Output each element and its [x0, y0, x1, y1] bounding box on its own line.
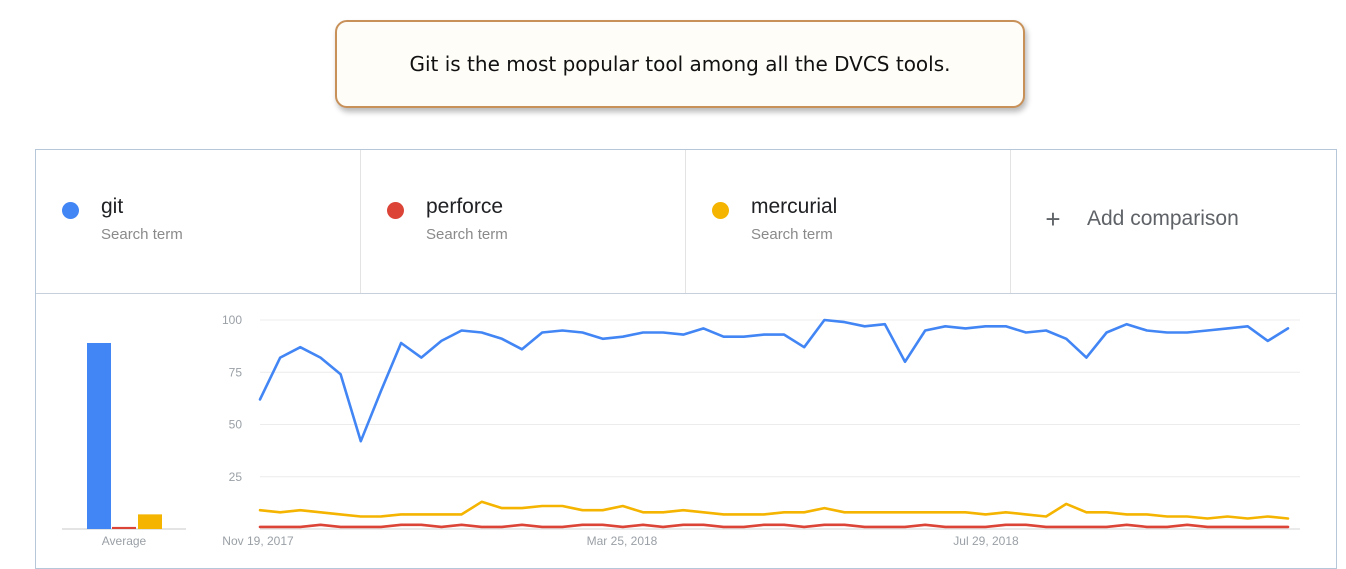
- series-line-git: [258, 318, 1290, 443]
- term-perforce[interactable]: perforce Search term: [361, 150, 686, 293]
- term-name: perforce: [426, 195, 504, 218]
- perforce-color-dot: [387, 202, 404, 219]
- term-subtitle: Search term: [426, 226, 508, 243]
- plus-icon: +: [1045, 204, 1061, 234]
- add-comparison[interactable]: + Add comparison: [1011, 150, 1336, 293]
- add-comparison-button[interactable]: + Add comparison: [1041, 204, 1239, 234]
- y-tick-label: 50: [229, 418, 243, 432]
- y-tick-label: 75: [229, 365, 243, 379]
- search-terms-bar: git Search term perforce Search term mer…: [36, 150, 1336, 294]
- y-tick-label: 25: [229, 470, 243, 484]
- add-comparison-label: Add comparison: [1087, 207, 1239, 230]
- term-name: git: [101, 195, 124, 218]
- y-tick-label: 100: [222, 313, 242, 327]
- term-subtitle: Search term: [101, 226, 183, 243]
- average-label: Average: [102, 534, 147, 548]
- git-color-dot: [62, 202, 79, 219]
- term-name: mercurial: [751, 195, 838, 218]
- term-git[interactable]: git Search term: [36, 150, 361, 293]
- average-bar-git: [87, 342, 111, 529]
- mercurial-color-dot: [712, 202, 729, 219]
- x-tick-label: Nov 19, 2017: [222, 534, 294, 548]
- term-subtitle: Search term: [751, 226, 833, 243]
- x-tick-label: Jul 29, 2018: [953, 534, 1019, 548]
- average-bar-mercurial: [138, 514, 162, 529]
- x-tick-label: Mar 25, 2018: [587, 534, 658, 548]
- average-bar-perforce: [112, 526, 136, 529]
- callout-text: Git is the most popular tool among all t…: [409, 52, 951, 76]
- callout-box: Git is the most popular tool among all t…: [335, 20, 1025, 108]
- term-mercurial[interactable]: mercurial Search term: [686, 150, 1011, 293]
- series-line-mercurial: [258, 500, 1290, 520]
- series-line-perforce: [258, 523, 1290, 529]
